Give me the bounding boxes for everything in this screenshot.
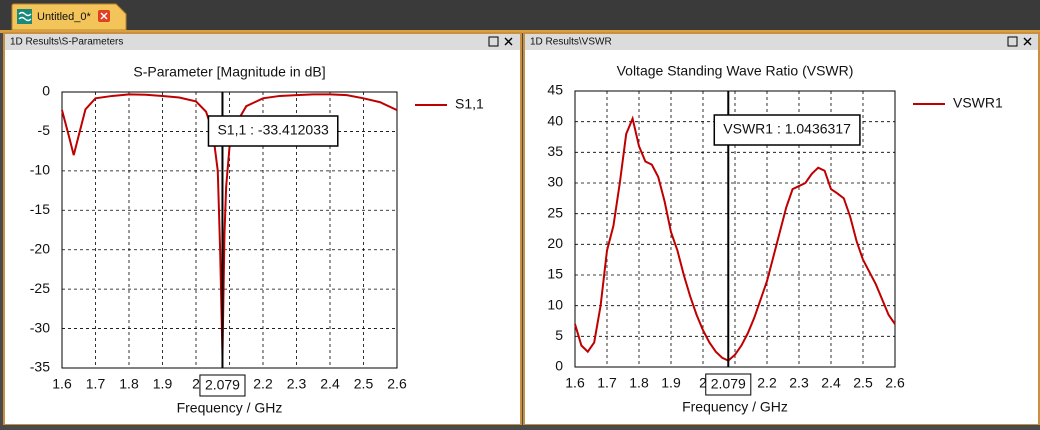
y-tick-label: -10: [30, 162, 50, 178]
y-tick-label: -35: [30, 359, 50, 375]
x-tick-label: 2.6: [387, 376, 407, 392]
maximize-button[interactable]: [1007, 36, 1018, 47]
close-button[interactable]: [504, 37, 513, 46]
x-tick-label: 2.5: [853, 375, 873, 391]
chart-title: Voltage Standing Wave Ratio (VSWR): [617, 63, 854, 79]
x-tick-label: 1.8: [629, 375, 649, 391]
panel-title: 1D Results\VSWR: [530, 37, 612, 48]
x-tick-label: 1.6: [52, 376, 72, 392]
cursor-label-box: [207, 115, 339, 147]
cursor-label: VSWR1 : 1.0436317: [723, 121, 851, 137]
y-tick-label: 40: [547, 112, 563, 128]
cursor-label: S1,1 : -33.412033: [217, 122, 329, 138]
tab[interactable]: [11, 3, 127, 31]
series-line: [61, 93, 398, 356]
x-tick-label: 2.4: [821, 375, 841, 391]
tab-icon-waves: [18, 11, 32, 22]
cursor-x-box: [199, 374, 246, 397]
tab-close-x: [100, 12, 108, 20]
cursor-x-label: 2.079: [205, 377, 240, 393]
y-tick-label: 30: [547, 174, 563, 190]
y-tick-label: 10: [547, 296, 563, 312]
y-tick-label: 15: [547, 266, 563, 282]
x-tick-label: 2.2: [253, 376, 273, 392]
tab-title: Untitled_0*: [37, 11, 92, 23]
plot-frame: [61, 91, 398, 369]
legend-label: VSWR1: [953, 95, 1003, 111]
y-tick-label: -25: [30, 280, 50, 296]
x-tick-label: 1.9: [153, 376, 173, 392]
x-tick-label: 1.6: [565, 375, 585, 391]
y-tick-label: 0: [42, 83, 50, 99]
panel-header: [525, 34, 1038, 50]
y-tick-label: 20: [547, 235, 563, 251]
x-axis-label: Frequency / GHz: [682, 399, 788, 415]
y-tick-label: -5: [38, 122, 51, 138]
x-tick-label: 2.5: [354, 376, 374, 392]
y-tick-label: -20: [30, 240, 50, 256]
x-tick-label: 2.6: [885, 375, 905, 391]
close-button[interactable]: [1023, 37, 1032, 46]
x-tick-label: 2.3: [789, 375, 809, 391]
plot-frame: [574, 90, 896, 368]
y-tick-label: -30: [30, 319, 50, 335]
y-tick-label: 35: [547, 143, 563, 159]
x-tick-label: 1.9: [661, 375, 681, 391]
maximize-button[interactable]: [488, 36, 499, 47]
tab-bar: [0, 0, 1040, 30]
y-tick-label: 25: [547, 204, 563, 220]
y-tick-label: 5: [555, 327, 563, 343]
x-axis-label: Frequency / GHz: [177, 400, 283, 416]
x-tick-label: 1.7: [597, 375, 617, 391]
x-tick-label: 2: [699, 375, 707, 391]
x-tick-label: 2: [192, 376, 200, 392]
x-tick-label: 1.8: [119, 376, 139, 392]
legend-label: S1,1: [455, 96, 484, 112]
series-line: [574, 115, 896, 362]
y-tick-label: -15: [30, 201, 50, 217]
tab-underline: [0, 30, 1040, 33]
chart-title: S-Parameter [Magnitude in dB]: [133, 64, 325, 80]
cursor-x-label: 2.079: [711, 376, 746, 392]
panel-header: [5, 34, 520, 50]
x-tick-label: 1.7: [86, 376, 106, 392]
x-tick-label: 2.4: [320, 376, 340, 392]
panel-title: 1D Results\S-Parameters: [10, 37, 123, 48]
x-tick-label: 2.3: [287, 376, 307, 392]
y-tick-label: 0: [555, 358, 563, 374]
x-tick-label: 2.2: [757, 375, 777, 391]
tab-icon: [17, 9, 32, 24]
y-tick-label: 45: [547, 82, 563, 98]
cursor-label-box: [713, 114, 861, 146]
cursor-x-box: [705, 373, 752, 396]
